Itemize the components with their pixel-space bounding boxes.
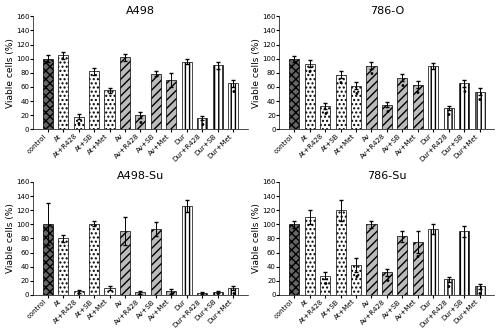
Bar — [182, 61, 192, 129]
Bar — [336, 210, 345, 295]
Bar — [382, 272, 392, 295]
Text: •: • — [353, 89, 359, 99]
Bar — [228, 288, 238, 295]
Text: •: • — [230, 289, 236, 299]
Bar — [398, 78, 407, 129]
Text: •: • — [76, 119, 82, 129]
Bar — [74, 117, 84, 129]
Bar — [428, 66, 438, 129]
Text: •: • — [307, 67, 312, 77]
Bar — [212, 65, 222, 129]
Bar — [58, 238, 68, 295]
Bar — [228, 84, 238, 129]
Text: •: • — [446, 110, 452, 120]
Bar — [74, 291, 84, 295]
Bar — [42, 224, 52, 295]
Bar — [413, 242, 423, 295]
Bar — [151, 73, 161, 129]
Bar — [366, 224, 376, 295]
Y-axis label: Viable cells (%): Viable cells (%) — [6, 38, 15, 108]
Bar — [398, 236, 407, 295]
Bar — [428, 229, 438, 295]
Text: •: • — [338, 78, 344, 89]
Text: •: • — [168, 289, 174, 299]
Text: •: • — [384, 107, 390, 117]
Bar — [289, 224, 300, 295]
Bar — [104, 288, 115, 295]
Text: •: • — [476, 289, 482, 299]
Bar — [120, 231, 130, 295]
Bar — [320, 276, 330, 295]
Text: •: • — [368, 69, 374, 79]
Text: •: • — [462, 87, 467, 97]
Bar — [197, 293, 207, 295]
Text: •: • — [200, 120, 205, 130]
Bar — [444, 108, 454, 129]
Y-axis label: Viable cells (%): Viable cells (%) — [252, 203, 261, 273]
Bar — [459, 231, 469, 295]
Text: •: • — [138, 118, 143, 128]
Text: •: • — [476, 96, 482, 105]
Bar — [366, 66, 376, 129]
Bar — [474, 287, 484, 295]
Text: •: • — [322, 109, 328, 119]
Bar — [151, 229, 161, 295]
Bar — [413, 85, 423, 129]
Bar — [351, 86, 361, 129]
Bar — [166, 291, 176, 295]
Y-axis label: Viable cells (%): Viable cells (%) — [252, 38, 261, 108]
Bar — [320, 106, 330, 129]
Text: •: • — [415, 88, 421, 98]
Bar — [89, 223, 99, 295]
Bar — [459, 84, 469, 129]
Text: •: • — [384, 276, 390, 286]
Bar — [42, 59, 52, 129]
Bar — [212, 292, 222, 295]
Bar — [304, 64, 314, 129]
Bar — [58, 55, 68, 129]
Bar — [120, 57, 130, 129]
Title: A498: A498 — [126, 6, 155, 16]
Text: •: • — [353, 272, 359, 282]
Bar — [104, 91, 115, 129]
Bar — [444, 279, 454, 295]
Text: •: • — [400, 81, 406, 91]
Title: A498-Su: A498-Su — [117, 171, 164, 181]
Text: •: • — [214, 289, 220, 299]
Text: •: • — [76, 289, 82, 299]
Bar — [304, 217, 314, 295]
Bar — [166, 80, 176, 129]
Title: 786-Su: 786-Su — [367, 171, 406, 181]
Bar — [136, 115, 145, 129]
Bar — [351, 265, 361, 295]
Y-axis label: Viable cells (%): Viable cells (%) — [6, 203, 15, 273]
Bar — [136, 292, 145, 295]
Text: •: • — [446, 282, 452, 292]
Bar — [289, 59, 300, 129]
Bar — [182, 206, 192, 295]
Title: 786-O: 786-O — [370, 6, 404, 16]
Bar — [474, 92, 484, 129]
Bar — [89, 71, 99, 129]
Text: •: • — [200, 289, 205, 299]
Bar — [336, 75, 345, 129]
Bar — [197, 118, 207, 129]
Text: •: • — [322, 279, 328, 289]
Text: •: • — [230, 87, 236, 97]
Text: •: • — [415, 253, 421, 263]
Bar — [382, 105, 392, 129]
